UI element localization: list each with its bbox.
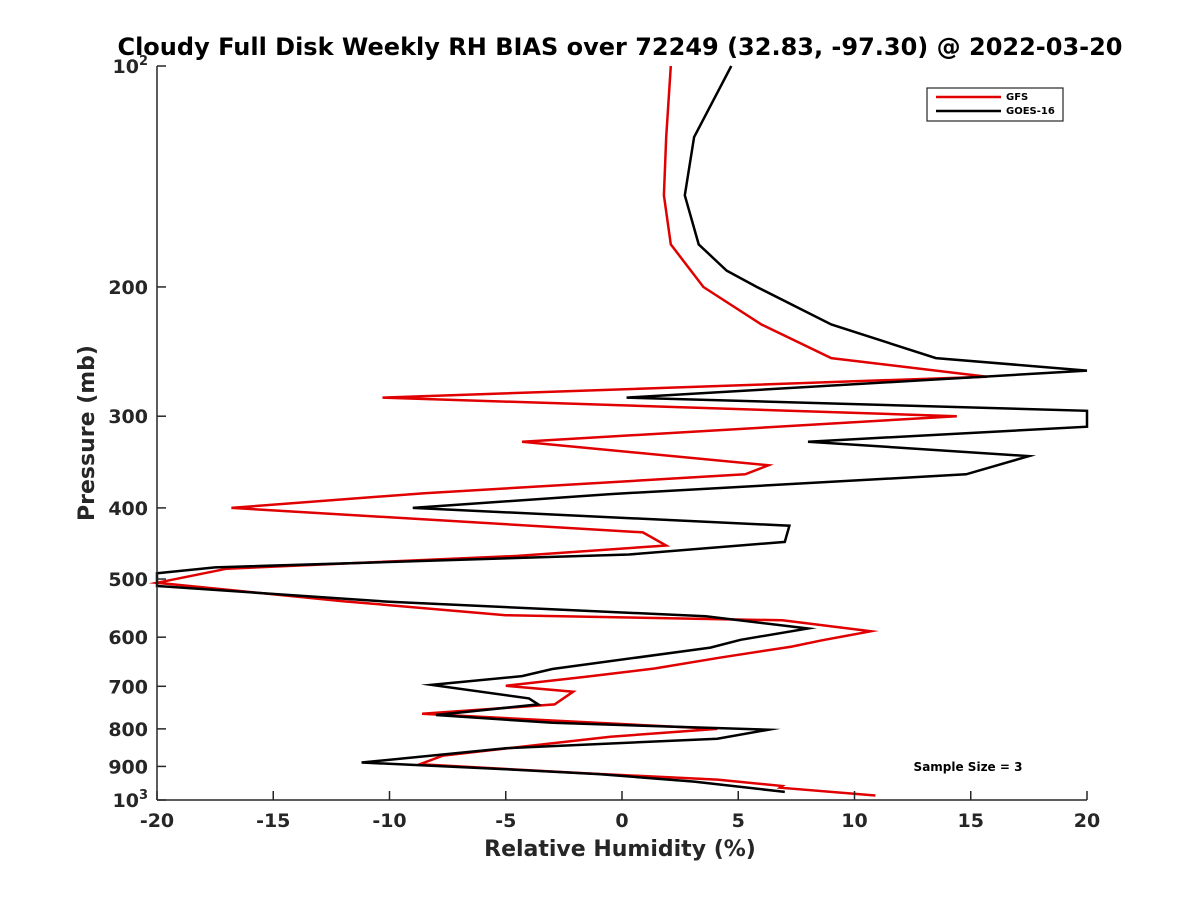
x-axis-ticks: -20 -15 -10 -5 0 5 10 15 20	[140, 791, 1100, 832]
x-tick-label: 20	[1074, 810, 1100, 832]
legend-label-goes16: GOES-16	[1006, 106, 1055, 117]
y-tick-label: 700	[108, 676, 148, 698]
sample-size-annotation: Sample Size = 3	[914, 760, 1023, 774]
y-tick-base: 10	[113, 790, 139, 812]
y-tick-exponent: 2	[139, 54, 148, 69]
y-tick-label: 600	[108, 627, 148, 649]
y-tick-base: 10	[113, 56, 139, 78]
y-tick-label: 900	[108, 756, 148, 778]
series-line-gfs	[148, 65, 988, 797]
x-tick-label: 5	[732, 810, 745, 832]
y-tick-label: 300	[108, 406, 148, 428]
y-axis-label: Pressure (mb)	[75, 345, 100, 521]
x-tick-label: -5	[495, 810, 516, 832]
y-tick-label: 500	[108, 569, 148, 591]
legend: GFS GOES-16	[926, 87, 1064, 122]
x-tick-label: -20	[140, 810, 174, 832]
x-tick-label: 0	[615, 810, 628, 832]
y-tick-exponent: 3	[139, 788, 148, 803]
x-tick-label: 10	[841, 810, 867, 832]
chart-title: Cloudy Full Disk Weekly RH BIAS over 722…	[117, 33, 1122, 61]
x-tick-label: -15	[256, 810, 290, 832]
plot-area	[157, 66, 1087, 800]
x-tick-label: 15	[958, 810, 984, 832]
x-tick-label: -10	[372, 810, 406, 832]
y-tick-label: 102	[113, 54, 149, 78]
legend-label-gfs: GFS	[1006, 92, 1028, 103]
y-tick-label: 103	[113, 788, 149, 812]
legend-box	[926, 87, 1064, 122]
y-tick-label: 200	[108, 277, 148, 299]
x-axis-label: Relative Humidity (%)	[484, 837, 756, 862]
y-tick-label: 800	[108, 719, 148, 741]
y-tick-label: 400	[108, 498, 148, 520]
